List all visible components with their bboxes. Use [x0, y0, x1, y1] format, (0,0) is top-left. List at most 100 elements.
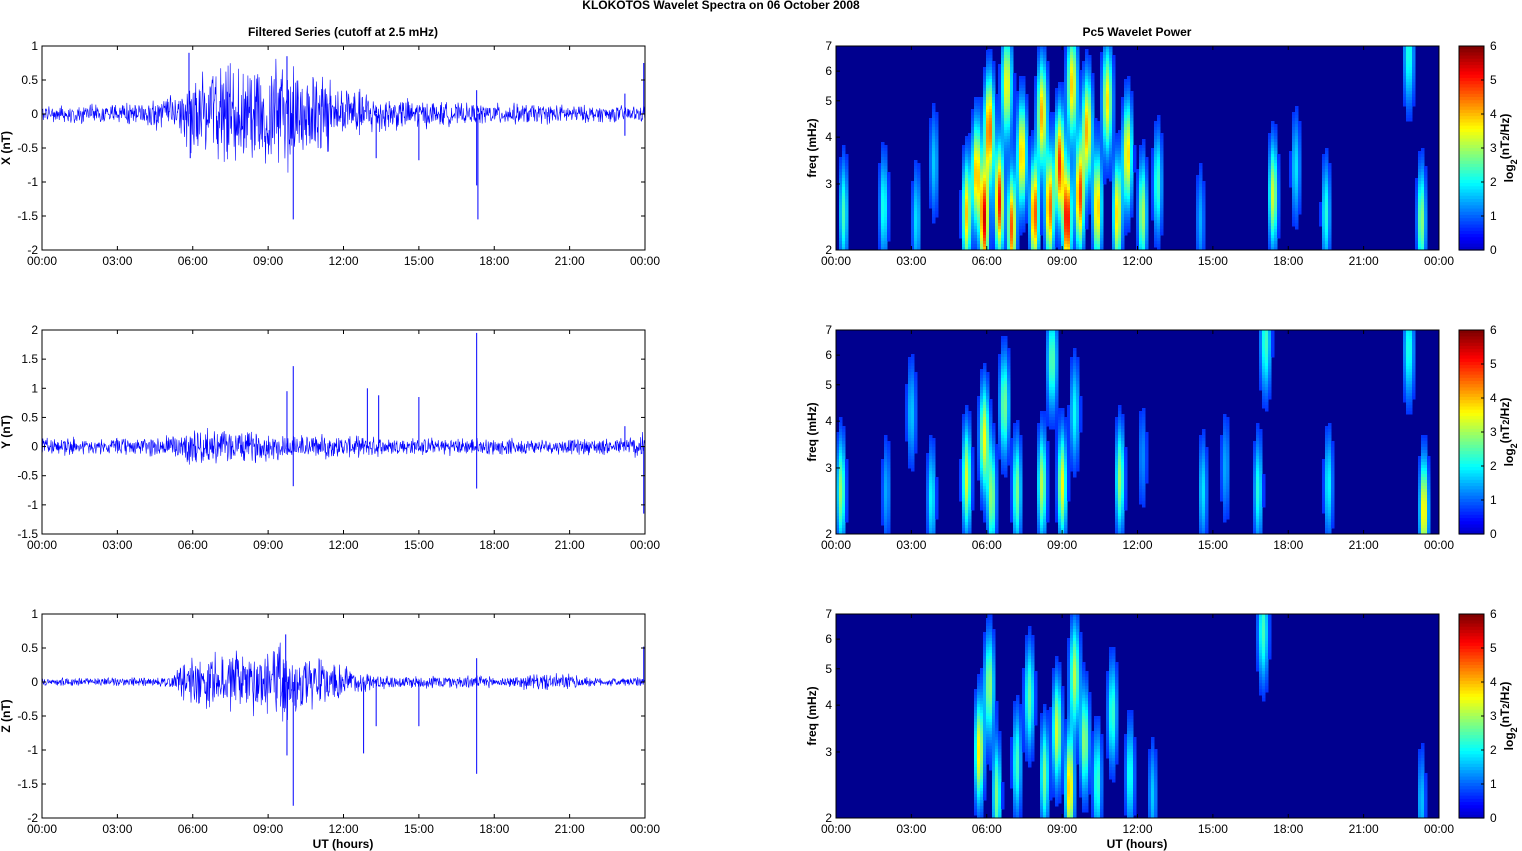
- heatmap-cell: [992, 211, 996, 215]
- heatmap-cell: [1145, 163, 1149, 167]
- heatmap-cell: [1043, 106, 1047, 110]
- heatmap-cell: [986, 139, 990, 143]
- y-tick-label: -0.5: [17, 469, 38, 483]
- heatmap-cell: [1091, 232, 1095, 236]
- heatmap-cell: [980, 151, 984, 155]
- heatmap-cell: [1034, 145, 1038, 149]
- heatmap-cell: [1418, 232, 1422, 236]
- heatmap-cell: [1088, 145, 1092, 149]
- heatmap-cell: [1022, 106, 1026, 110]
- heatmap-cell: [1157, 211, 1161, 215]
- x-tick-label: 00:00: [630, 254, 660, 268]
- heatmap-cell: [1202, 226, 1206, 230]
- heatmap-cell: [971, 121, 975, 125]
- heatmap-cell: [1154, 229, 1158, 233]
- heatmap-cell: [1064, 67, 1068, 71]
- heatmap-cell: [1049, 193, 1053, 197]
- heatmap-cell: [1271, 229, 1275, 233]
- heatmap-cell: [1013, 88, 1017, 92]
- heatmap-cell: [1271, 241, 1275, 245]
- heatmap-cell: [1106, 70, 1110, 74]
- heatmap-cell: [989, 202, 993, 206]
- heatmap-cell: [1064, 73, 1068, 77]
- heatmap-cell: [1043, 145, 1047, 149]
- heatmap-cell: [1004, 148, 1008, 152]
- colorbar-swatch: [1459, 240, 1484, 245]
- heatmap-cell: [1007, 181, 1011, 185]
- heatmap-cell: [1157, 232, 1161, 236]
- heatmap-cell: [1079, 178, 1083, 182]
- heatmap-cell: [1139, 223, 1143, 227]
- heatmap-cell: [1121, 190, 1125, 194]
- heatmap-cell: [1076, 106, 1080, 110]
- heatmap-cell: [1004, 223, 1008, 227]
- heatmap-cell: [1073, 163, 1077, 167]
- heatmap-cell: [980, 115, 984, 119]
- heatmap-cell: [1271, 130, 1275, 134]
- heatmap-cell: [962, 154, 966, 158]
- heatmap-cell: [1142, 160, 1146, 164]
- heatmap-cell: [1043, 166, 1047, 170]
- heatmap-cell: [932, 127, 936, 131]
- heatmap-cell: [1004, 64, 1008, 68]
- heatmap-cell: [1082, 148, 1086, 152]
- heatmap-cell: [1055, 229, 1059, 233]
- heatmap-cell: [914, 229, 918, 233]
- heatmap-cell: [1013, 244, 1017, 248]
- heatmap-cell: [1271, 336, 1275, 340]
- heatmap-cell: [1061, 163, 1065, 167]
- heatmap-cell: [1406, 85, 1410, 89]
- heatmap-cell: [986, 67, 990, 71]
- heatmap-cell: [1076, 360, 1080, 364]
- heatmap-cell: [1049, 124, 1053, 128]
- heatmap-cell: [1139, 211, 1143, 215]
- heatmap-cell: [1079, 157, 1083, 161]
- heatmap-cell: [1097, 130, 1101, 134]
- heatmap-cell: [1082, 223, 1086, 227]
- heatmap-cell: [1424, 205, 1428, 209]
- heatmap-cell: [1328, 220, 1332, 224]
- heatmap-cell: [1121, 232, 1125, 236]
- heatmap-cell: [1409, 64, 1413, 68]
- heatmap-cell: [1016, 100, 1020, 104]
- heatmap-cell: [1097, 193, 1101, 197]
- heatmap-cell: [992, 112, 996, 116]
- heatmap-cell: [884, 220, 888, 224]
- heatmap-cell: [929, 166, 933, 170]
- heatmap-cell: [1061, 118, 1065, 122]
- heatmap-cell: [1268, 136, 1272, 140]
- heatmap-cell: [1091, 73, 1095, 77]
- heatmap-cell: [1127, 142, 1131, 146]
- heatmap-cell: [1424, 199, 1428, 203]
- heatmap-cell: [983, 166, 987, 170]
- heatmap-cell: [1409, 76, 1413, 80]
- heatmap-cell: [1421, 217, 1425, 221]
- heatmap-cell: [1418, 214, 1422, 218]
- heatmap-cell: [914, 190, 918, 194]
- heatmap-cell: [1040, 106, 1044, 110]
- heatmap-cell: [974, 223, 978, 227]
- heatmap-cell: [1046, 91, 1050, 95]
- heatmap-cell: [1058, 115, 1062, 119]
- y-tick-label: 6: [825, 64, 832, 78]
- heatmap-cell: [1109, 103, 1113, 107]
- heatmap-cell: [1007, 157, 1011, 161]
- heatmap-cell: [887, 184, 891, 188]
- heatmap-cell: [1115, 238, 1119, 242]
- heatmap-cell: [1109, 115, 1113, 119]
- heatmap-cell: [1328, 184, 1332, 188]
- heatmap-cell: [1004, 79, 1008, 83]
- x-tick-label: 03:00: [896, 254, 926, 268]
- heatmap-cell: [1094, 169, 1098, 173]
- heatmap-cell: [1061, 112, 1065, 116]
- x-tick-label: 21:00: [555, 538, 585, 552]
- colorbar-swatch: [1459, 167, 1484, 171]
- heatmap-cell: [1001, 232, 1005, 236]
- heatmap-cell: [1058, 232, 1062, 236]
- heatmap-cell: [1037, 82, 1041, 86]
- heatmap-cell: [1055, 136, 1059, 140]
- heatmap-cell: [1061, 91, 1065, 95]
- heatmap-cell: [1160, 166, 1164, 170]
- heatmap-cell: [1082, 229, 1086, 233]
- colorbar-swatch: [1459, 157, 1484, 162]
